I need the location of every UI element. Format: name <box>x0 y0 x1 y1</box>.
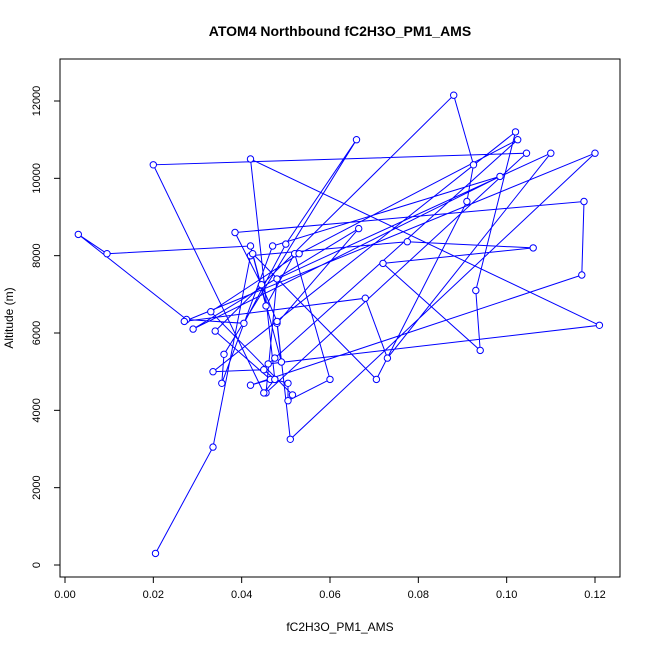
data-point <box>514 136 522 144</box>
data-point <box>211 327 219 335</box>
data-point <box>282 240 290 248</box>
data-point <box>240 319 248 327</box>
data-point <box>277 358 286 366</box>
data-point <box>284 379 292 387</box>
data-point <box>522 149 531 157</box>
data-point <box>260 366 268 374</box>
data-point <box>260 389 268 397</box>
data-point <box>580 197 588 206</box>
data-point <box>372 375 381 384</box>
data-point <box>268 242 277 250</box>
data-point <box>246 242 255 250</box>
x-tick-label: 0.00 <box>54 589 75 601</box>
data-point <box>286 435 294 443</box>
y-tick-label: 6000 <box>31 321 43 345</box>
data-point <box>231 228 239 237</box>
y-axis: 0 2000 4000 6000 8000 10000 12000 <box>31 86 61 568</box>
x-axis: 0.00 0.02 0.04 0.06 0.08 0.10 0.12 <box>54 576 606 601</box>
data-point <box>352 136 361 144</box>
series-layer <box>74 91 604 558</box>
data-point <box>209 368 217 376</box>
data-point <box>74 230 83 239</box>
y-tick-label: 12000 <box>31 86 43 117</box>
x-tick-label: 0.04 <box>231 589 252 601</box>
y-tick-label: 2000 <box>31 475 43 499</box>
data-point <box>151 549 160 558</box>
x-tick-label: 0.12 <box>584 589 605 601</box>
y-tick-label: 0 <box>31 562 43 568</box>
data-point <box>246 155 255 163</box>
data-point <box>463 197 471 206</box>
data-point <box>595 321 604 329</box>
data-point <box>355 224 363 233</box>
data-point <box>180 317 189 326</box>
x-tick-label: 0.10 <box>496 589 517 601</box>
data-point <box>529 244 537 252</box>
data-point <box>209 443 217 451</box>
data-point <box>326 375 334 384</box>
x-tick-label: 0.02 <box>143 589 164 601</box>
y-tick-label: 10000 <box>31 163 43 194</box>
data-point <box>288 391 297 399</box>
data-point <box>271 375 279 384</box>
data-point <box>207 308 215 316</box>
y-tick-label: 4000 <box>31 398 43 422</box>
data-point <box>249 250 257 258</box>
data-point <box>262 302 270 310</box>
data-point <box>472 286 480 295</box>
data-point <box>284 397 292 405</box>
data-point <box>403 238 411 246</box>
plot-frame <box>59 58 621 578</box>
data-point <box>450 91 458 99</box>
data-point <box>469 161 478 169</box>
data-point <box>271 354 279 362</box>
chart-title: ATOM4 Northbound fC2H3O_PM1_AMS <box>209 23 471 39</box>
data-point <box>149 161 158 169</box>
x-tick-label: 0.06 <box>319 589 340 601</box>
data-point <box>379 259 387 268</box>
data-point <box>218 379 226 387</box>
data-point <box>273 317 281 326</box>
x-tick-label: 0.08 <box>408 589 429 601</box>
data-point <box>189 325 197 333</box>
y-tick-label: 8000 <box>31 243 43 267</box>
data-point <box>383 354 392 362</box>
data-point <box>591 149 599 157</box>
data-point <box>103 250 111 258</box>
data-point <box>273 275 281 283</box>
data-point <box>264 360 272 368</box>
y-axis-label: Altitude (m) <box>2 287 16 348</box>
data-point <box>295 250 303 258</box>
data-point <box>511 128 520 136</box>
data-point <box>578 271 586 279</box>
data-point <box>476 346 484 355</box>
data-point <box>257 281 266 289</box>
data-point <box>547 149 555 157</box>
data-point <box>496 172 504 181</box>
data-point <box>246 381 255 389</box>
data-point <box>220 350 228 358</box>
data-point <box>361 294 369 302</box>
x-axis-label: fC2H3O_PM1_AMS <box>286 620 393 634</box>
